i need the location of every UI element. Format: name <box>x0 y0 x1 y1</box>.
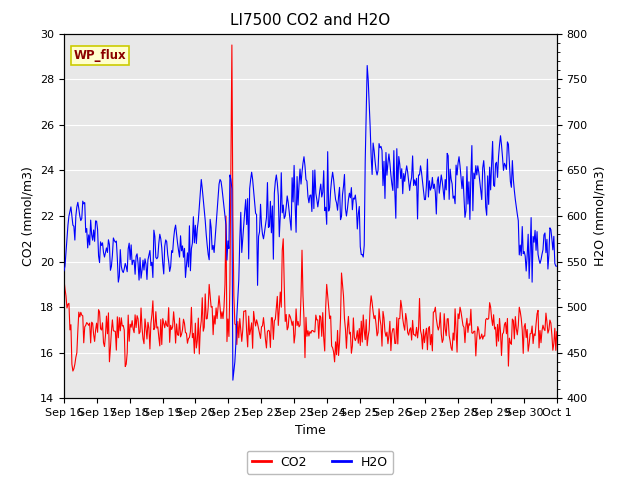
Legend: CO2, H2O: CO2, H2O <box>247 451 393 474</box>
X-axis label: Time: Time <box>295 424 326 437</box>
Title: LI7500 CO2 and H2O: LI7500 CO2 and H2O <box>230 13 390 28</box>
Y-axis label: CO2 (mmol/m3): CO2 (mmol/m3) <box>22 166 35 266</box>
Y-axis label: H2O (mmol/m3): H2O (mmol/m3) <box>593 166 606 266</box>
Text: WP_flux: WP_flux <box>74 49 127 62</box>
